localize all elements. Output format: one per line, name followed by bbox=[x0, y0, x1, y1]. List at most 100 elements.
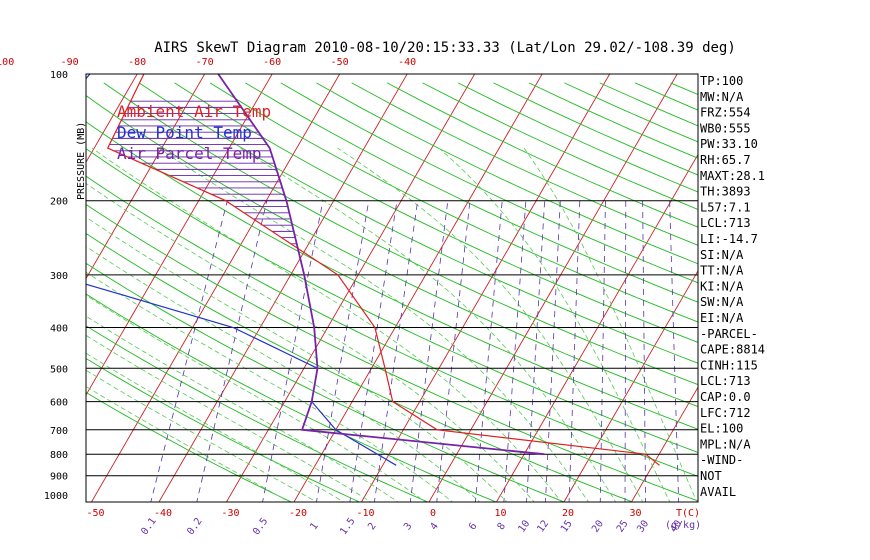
stat-line: L57:7.1 bbox=[700, 200, 751, 214]
mixing-ratio-tick-label: 1 bbox=[308, 521, 320, 532]
profile-series bbox=[86, 74, 660, 466]
stat-line: MW:N/A bbox=[700, 90, 744, 104]
mixing-ratio-line bbox=[599, 200, 606, 502]
bottom-temp-tick-label: 20 bbox=[562, 508, 574, 519]
dry-adiabat-line bbox=[245, 82, 698, 303]
mixing-ratio-tick-label: 0.5 bbox=[251, 516, 270, 537]
background-grid bbox=[0, 65, 870, 504]
dry-adiabat-line bbox=[174, 82, 698, 343]
chart-title: AIRS SkewT Diagram 2010-08-10/20:15:33.3… bbox=[154, 40, 736, 56]
dry-adiabat-line bbox=[848, 83, 870, 504]
top-temp-tick-label: -70 bbox=[196, 57, 214, 68]
mixing-ratio-tick-label: 0.1 bbox=[139, 516, 158, 537]
stat-line: LCL:713 bbox=[700, 374, 751, 388]
stat-line: TT:N/A bbox=[700, 264, 744, 278]
dry-adiabat-line bbox=[86, 357, 361, 502]
dry-adiabat-line bbox=[86, 121, 698, 430]
stat-line: PW:33.10 bbox=[700, 137, 758, 151]
stat-line: LCL:713 bbox=[700, 216, 751, 230]
dry-adiabat-line bbox=[86, 203, 698, 502]
mixing-ratio-tick-label: 1.5 bbox=[338, 516, 357, 537]
stat-line: LFC:712 bbox=[700, 406, 751, 420]
mixing-ratio-tick-label: 8 bbox=[496, 521, 508, 532]
mixing-ratio-tick-label: 15 bbox=[559, 518, 575, 534]
plot-frame bbox=[85, 73, 699, 503]
pressure-tick-label: 600 bbox=[50, 398, 68, 409]
isotherm-line bbox=[86, 74, 206, 280]
isotherm-line bbox=[765, 65, 870, 504]
mixing-ratio-tick-label: 20 bbox=[590, 518, 606, 534]
legend-entry: Ambient Air Temp bbox=[117, 102, 271, 121]
mixing-ratio-line bbox=[150, 200, 228, 502]
top-temp-tick-label: -90 bbox=[61, 57, 79, 68]
stat-line: KI:N/A bbox=[700, 279, 744, 293]
stat-line: -WIND- bbox=[700, 453, 743, 467]
stat-line: EI:N/A bbox=[700, 311, 744, 325]
top-temp-tick-label: -100 bbox=[0, 57, 14, 68]
mixing-ratio-tick-label: 0.2 bbox=[185, 516, 204, 537]
dry-adiabat-line bbox=[103, 82, 698, 386]
mixing-ratio-line bbox=[568, 200, 581, 502]
legend-entry: Dew Point Temp bbox=[117, 123, 252, 142]
mixing-ratio-tick-label: 4 bbox=[429, 521, 441, 532]
pressure-tick-label: 200 bbox=[50, 197, 68, 208]
series-line-1 bbox=[106, 74, 660, 466]
stat-line: LI:-14.7 bbox=[700, 232, 758, 246]
mixing-ratio-line bbox=[349, 200, 398, 502]
stat-line: SI:N/A bbox=[700, 248, 744, 262]
dry-adiabat-line bbox=[422, 82, 698, 210]
stat-line: TH:3893 bbox=[700, 185, 751, 199]
moist-adiabat-line bbox=[86, 386, 291, 502]
dry-adiabat-line bbox=[138, 82, 698, 364]
mixing-ratio-line bbox=[526, 200, 546, 502]
stat-line: EL:100 bbox=[700, 422, 743, 436]
top-temp-tick-label: -40 bbox=[398, 57, 416, 68]
dry-adiabat-line bbox=[86, 391, 293, 502]
stat-line: CAPE:8814 bbox=[700, 343, 765, 357]
dry-adiabat-line bbox=[86, 175, 698, 477]
isotherm-line bbox=[0, 65, 8, 504]
top-temp-tick-label: -80 bbox=[128, 57, 146, 68]
dry-adiabat-line bbox=[86, 262, 566, 502]
isotherm-line bbox=[158, 74, 408, 502]
mixing-ratio-line bbox=[316, 200, 370, 502]
bottom-temp-tick-label: -50 bbox=[86, 508, 104, 519]
dry-adiabat-line bbox=[741, 83, 870, 504]
mixing-ratio-tick-label: 6 bbox=[467, 521, 479, 532]
stat-line: FRZ:554 bbox=[700, 106, 751, 120]
stat-line: CAP:0.0 bbox=[700, 390, 751, 404]
pressure-tick-label: 300 bbox=[50, 271, 68, 282]
mixing-ratio-tick-label: 25 bbox=[615, 518, 631, 534]
dry-adiabat-line bbox=[209, 82, 698, 323]
bottom-temp-tick-label: 0 bbox=[430, 508, 436, 519]
moist-adiabat-line bbox=[91, 147, 562, 502]
dry-adiabat-line bbox=[86, 95, 698, 408]
pressure-tick-label: 400 bbox=[50, 323, 68, 334]
dry-adiabat-line bbox=[86, 325, 429, 502]
mixing-ratio-unit: (g/kg) bbox=[665, 520, 701, 531]
y-axis-label: PRESSURE (MB) bbox=[76, 122, 87, 200]
mixing-ratio-line bbox=[262, 200, 324, 502]
stat-line: -PARCEL- bbox=[700, 327, 758, 341]
stat-line: MAXT:28.1 bbox=[700, 169, 765, 183]
isotherm-line bbox=[495, 153, 698, 502]
dry-adiabat-line bbox=[812, 83, 870, 504]
dry-adiabat-line bbox=[280, 82, 698, 284]
stat-line: RH:65.7 bbox=[700, 153, 751, 167]
dry-adiabat-line bbox=[457, 82, 698, 193]
stat-line: MPL:N/A bbox=[700, 437, 751, 451]
bottom-temp-tick-label: -20 bbox=[289, 508, 307, 519]
series-line-2 bbox=[86, 74, 397, 466]
moist-adiabat-line bbox=[86, 245, 481, 502]
stat-line: TP:100 bbox=[700, 74, 743, 88]
isotherm-line bbox=[563, 269, 698, 502]
mixing-ratio-line bbox=[374, 200, 419, 502]
mixing-ratio-line bbox=[436, 200, 471, 502]
bottom-temp-ticks: -50 -40 -30 -20 -10 0 10 20 30 bbox=[86, 508, 641, 519]
isotherm-line bbox=[0, 65, 75, 504]
isotherm-line bbox=[86, 74, 138, 164]
mixing-ratio-line bbox=[196, 200, 268, 502]
dry-adiabat-line bbox=[86, 293, 498, 502]
pressure-tick-label: 100 bbox=[50, 70, 68, 81]
